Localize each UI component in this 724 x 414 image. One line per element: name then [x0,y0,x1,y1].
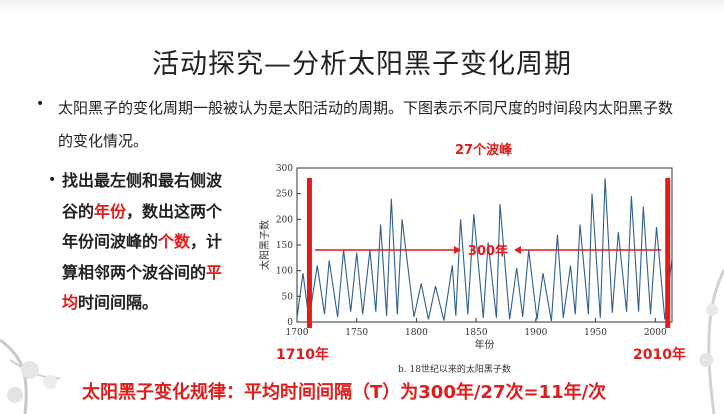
left-trough-year-label: 1710年 [276,347,329,363]
conclusion-text: 太阳黑子变化规律：平均时间间隔（T）为300年/27次=11年/次 [82,382,607,403]
task-highlight-count: 个数 [158,232,191,251]
span-label: 300年 [468,243,508,259]
x-tick-label: 1850 [465,328,488,338]
y-tick-label: 0 [287,318,293,328]
right-trough-year-label: 2010年 [633,347,686,363]
y-tick-label: 200 [276,215,293,225]
intro-bullet-text: 太阳黑子的变化周期一般被认为是太阳活动的周期。下图表示不同尺度的时间段内太阳黑子… [58,99,674,150]
y-tick-label: 50 [282,292,294,302]
task-text-3: ，计算相邻两个波谷间的 [62,232,223,282]
y-tick-label: 300 [276,164,293,174]
x-tick-label: 1700 [286,328,309,338]
y-tick-label: 150 [276,241,293,251]
task-highlight-year: 年份 [94,201,127,221]
span-arrowhead-right [454,246,461,254]
ink-branch-decoration [699,269,724,414]
x-tick-label: 1800 [405,328,428,338]
slide-title: 活动探究—分析太阳黑子变化周期 [152,49,572,80]
x-tick-label: 1900 [524,328,547,338]
chart-caption: b. 18世纪以来的太阳黑子数 [398,365,511,375]
task-text-4: 时间间隔。 [78,293,159,312]
x-tick-label: 1750 [345,328,368,338]
task-text-2: ，数出这两个年份间波峰的 [62,201,223,252]
peaks-count-label: 27个波峰 [455,143,513,158]
task-text-1: 找出最左侧和最右侧波谷的 [62,171,223,221]
ink-blossom-decoration [0,338,61,414]
task-instructions: 找出最左侧和最右侧波谷的年份，数出这两个年份间波峰的个数，计算相邻两个波谷间的平… [62,166,224,319]
left-trough-marker [306,178,312,328]
top-bar [0,0,724,14]
y-axis-label: 太阳黑子数 [258,220,271,270]
right-trough-marker [665,178,671,328]
x-tick-label: 1950 [584,328,607,338]
y-tick-label: 100 [276,267,293,277]
span-arrowhead-left [514,246,521,254]
task-highlight-average: 平均 [62,262,223,313]
task-bullet-marker: • [48,172,57,188]
y-tick-label: 250 [276,190,293,200]
x-axis-label: 年份 [475,338,495,351]
sunspot-series-line [296,178,673,322]
bullet-marker: • [36,96,45,112]
x-tick-label: 2000 [644,328,667,338]
